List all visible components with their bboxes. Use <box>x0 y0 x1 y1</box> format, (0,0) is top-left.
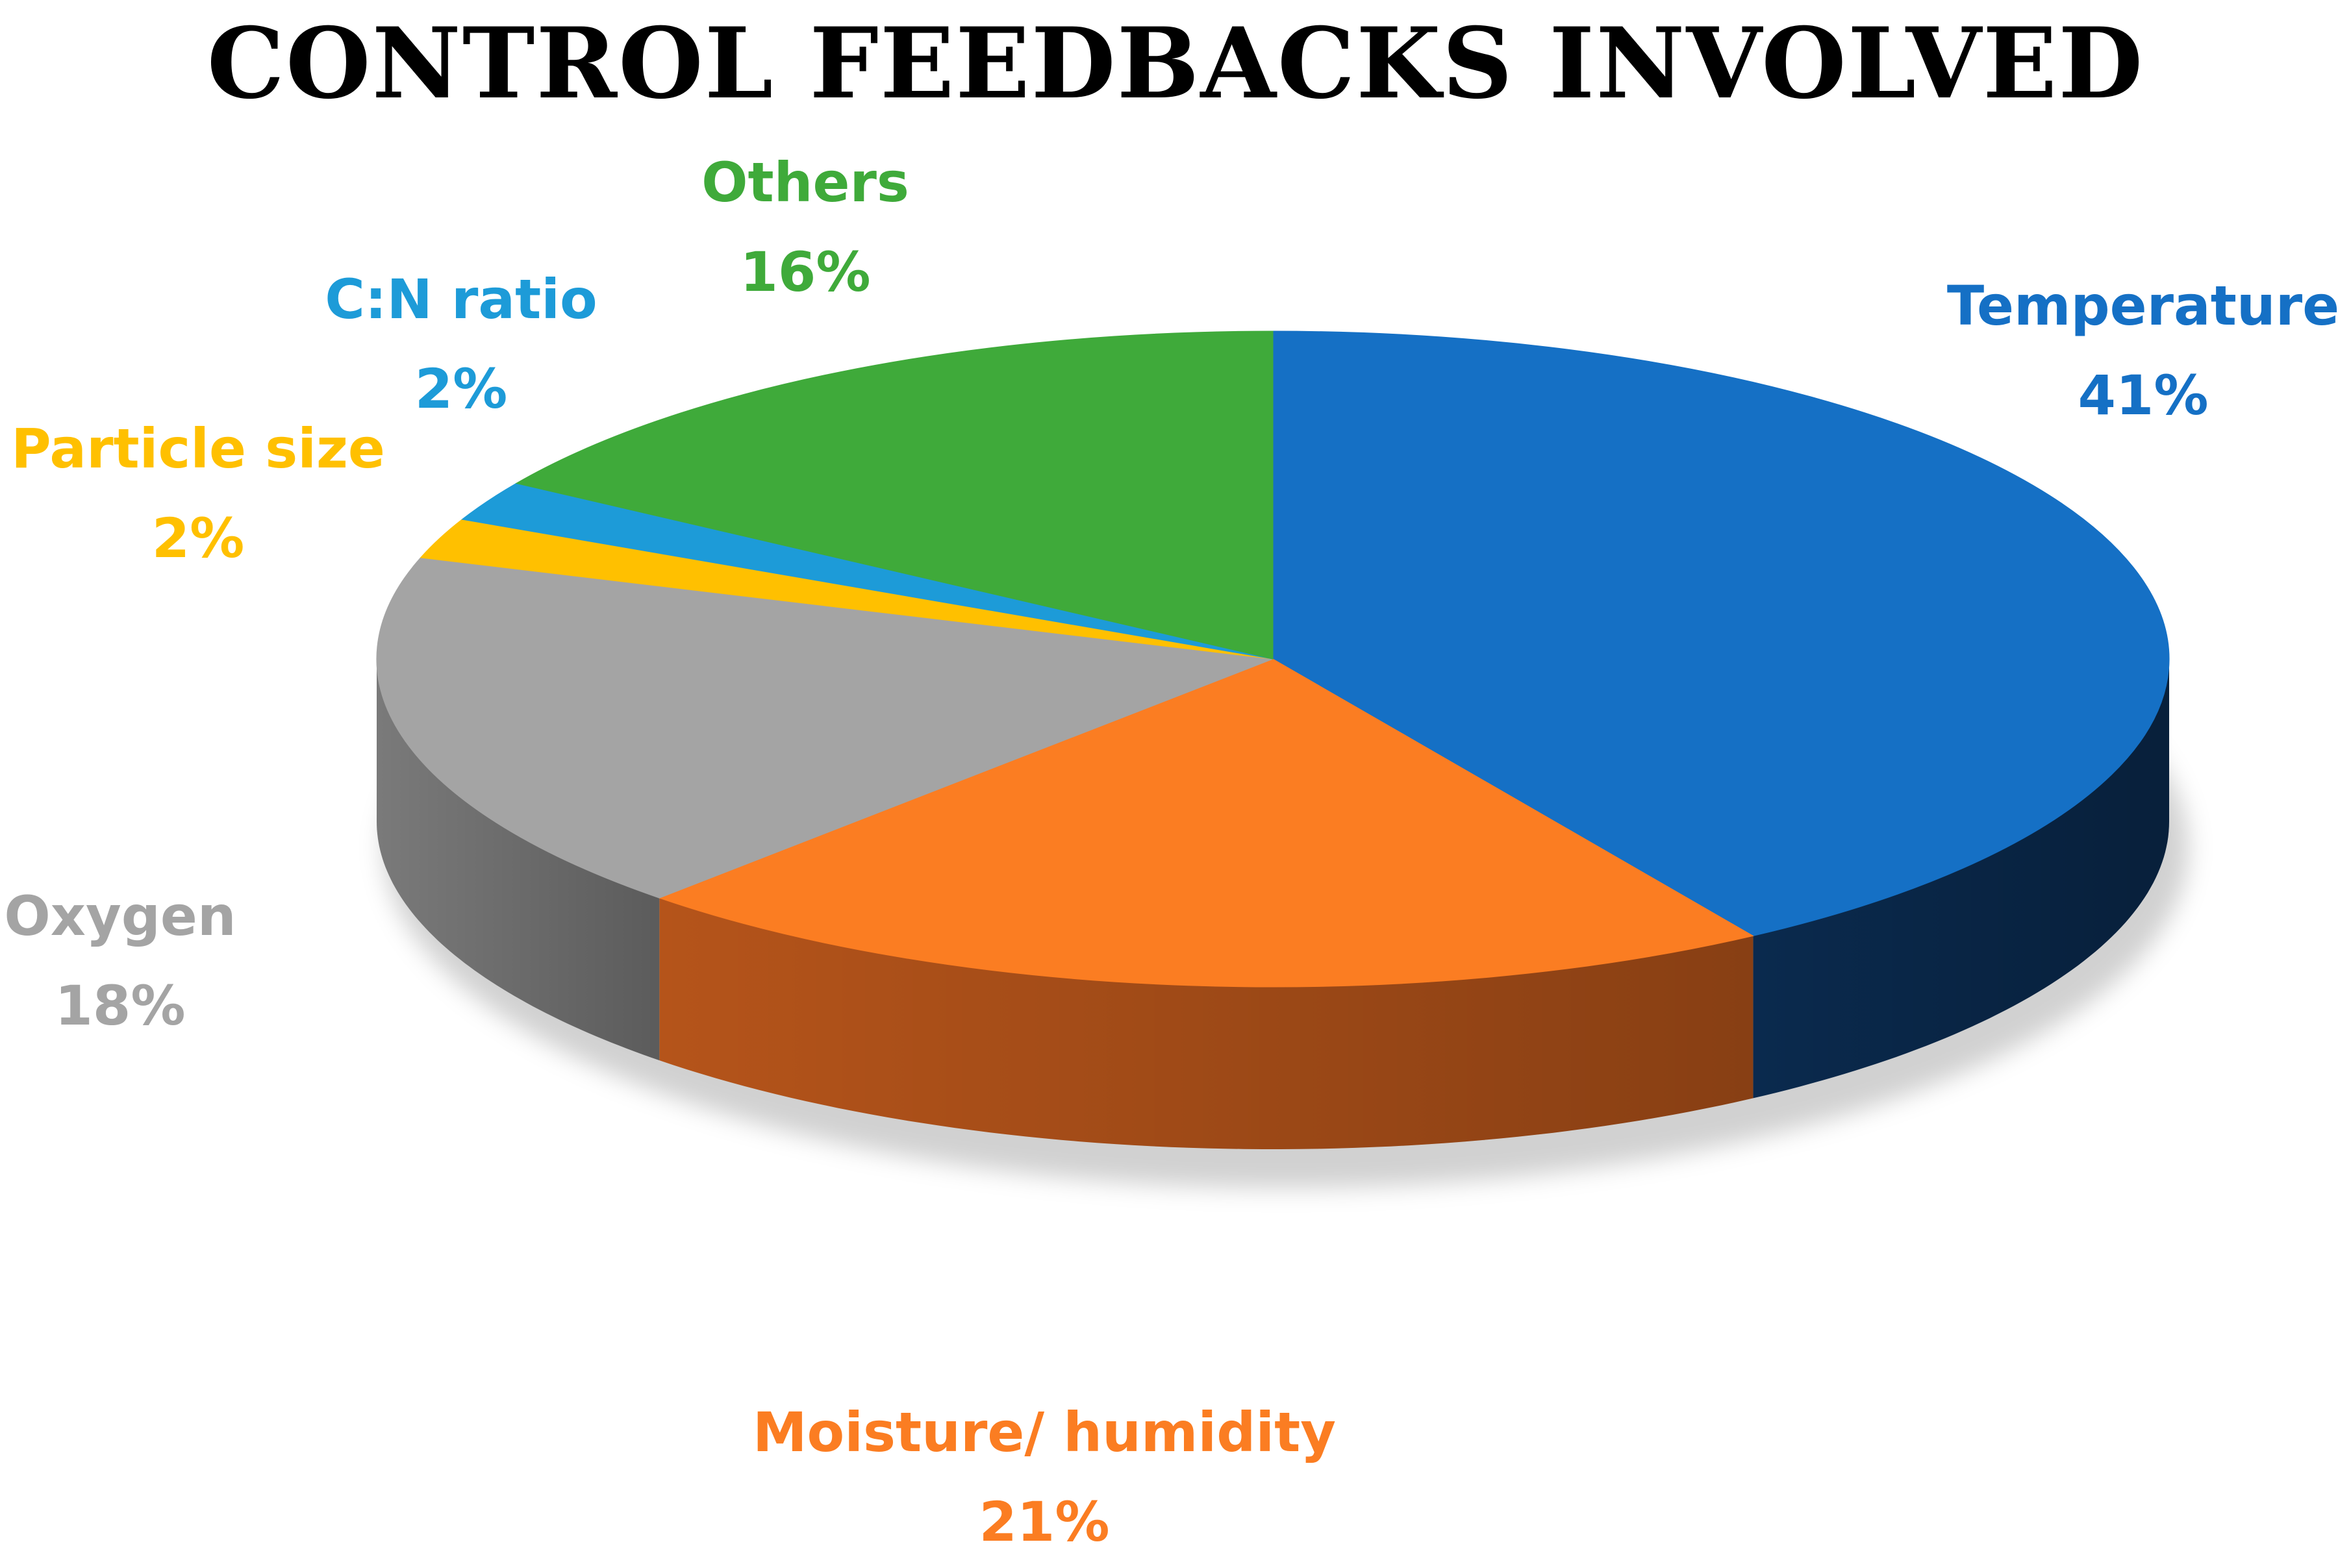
pie-slice-moisture-humidity <box>658 658 1754 988</box>
pie-slice-oxygen <box>376 557 1274 899</box>
slice-label-others: Others <box>701 151 909 214</box>
pie-slice-others <box>515 330 1274 660</box>
slice-value-oxygen: 18% <box>55 974 185 1038</box>
pie-side-shade-1 <box>659 898 1754 1149</box>
slice-value-temperature: 41% <box>2078 364 2208 427</box>
chart-title: CONTROL FEEDBACKS INVOLVED <box>207 6 2144 121</box>
pie-sides <box>377 659 2169 1149</box>
slice-label-temperature: Temperature <box>1947 274 2339 338</box>
slice-label-oxygen: Oxygen <box>4 884 236 948</box>
pie-side-shade-2 <box>377 659 660 1061</box>
pie-tops <box>376 330 2170 988</box>
pie-labels: Temperature 41% Moisture/ humidity 21% Oxyge… <box>4 151 2339 1554</box>
slice-label-particle-size: Particle size <box>11 417 385 480</box>
slice-value-particle-size: 2% <box>152 506 245 570</box>
pie-side-shade-0 <box>1753 659 2169 1099</box>
slice-value-moisture-humidity: 21% <box>979 1490 1109 1554</box>
pie-slice-temperature <box>1272 330 2170 936</box>
slice-value-c-n-ratio: 2% <box>415 357 508 421</box>
slice-value-others: 16% <box>740 240 870 304</box>
slice-label-c-n-ratio: C:N ratio <box>325 268 597 331</box>
slice-label-moisture-humidity: Moisture/ humidity <box>753 1400 1336 1464</box>
